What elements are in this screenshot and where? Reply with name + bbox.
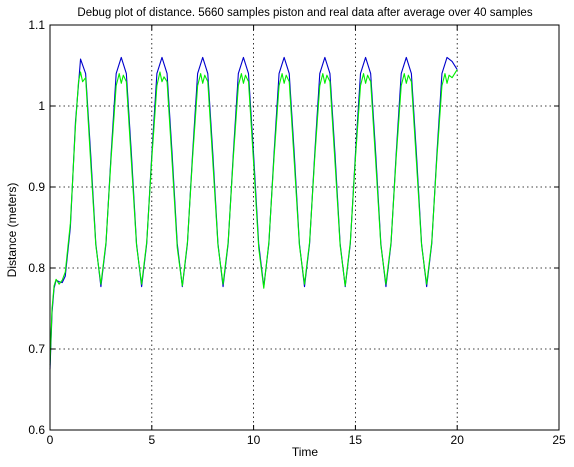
y-tick-label: 0.8 xyxy=(28,261,45,275)
y-tick-label: 0.9 xyxy=(28,180,45,194)
chart-title: Debug plot of distance. 5660 samples pis… xyxy=(77,7,532,19)
tick-labels: 0 5 10 15 20 25 0.6 0.7 0.8 0.9 1 1.1 xyxy=(28,18,566,447)
grid xyxy=(50,25,559,430)
y-tick-label: 0.7 xyxy=(28,342,45,356)
y-tick-label: 0.6 xyxy=(28,423,45,437)
x-tick-label: 10 xyxy=(247,433,261,447)
plot-frame xyxy=(49,24,560,431)
x-tick-label: 0 xyxy=(47,433,54,447)
x-tick-label: 20 xyxy=(451,433,465,447)
series-layer xyxy=(49,56,458,370)
x-tick-label: 5 xyxy=(148,433,155,447)
y-axis-label: Distance (meters) xyxy=(5,183,19,278)
x-axis-label: Time xyxy=(292,445,319,459)
y-tick-label: 1.1 xyxy=(28,18,45,32)
x-tick-label: 15 xyxy=(349,433,363,447)
axes xyxy=(49,24,560,431)
x-tick-label: 25 xyxy=(552,433,566,447)
series-line-real xyxy=(49,69,458,366)
y-tick-label: 1 xyxy=(38,99,45,113)
